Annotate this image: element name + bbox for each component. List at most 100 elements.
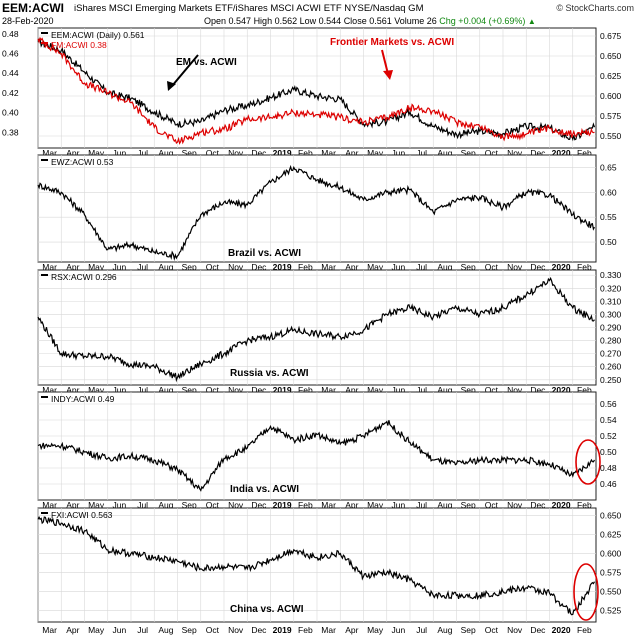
x-tick-label: Oct <box>485 262 499 272</box>
x-tick-label: Feb <box>298 385 313 395</box>
open-value: Open 0.547 <box>204 16 252 26</box>
x-tick-label: Dec <box>530 385 546 395</box>
y-tick-label: 0.575 <box>600 568 622 578</box>
x-tick-label: Aug <box>437 625 452 635</box>
x-tick-label: Jul <box>416 500 427 510</box>
y-tick-label: 0.270 <box>600 349 622 359</box>
x-tick-label: May <box>88 500 105 510</box>
annotation-label: Frontier Markets vs. ACWI <box>330 37 454 48</box>
x-tick-label: May <box>367 385 384 395</box>
x-tick-label: Nov <box>507 500 523 510</box>
x-tick-label: Apr <box>345 385 358 395</box>
x-tick-label: Feb <box>298 500 313 510</box>
x-tick-label: 2020 <box>552 625 571 635</box>
annotation-label: China vs. ACWI <box>230 604 304 615</box>
x-tick-label: Dec <box>530 500 546 510</box>
y-tick-label: 0.575 <box>600 111 622 121</box>
x-tick-label: Apr <box>66 625 79 635</box>
x-tick-label: May <box>367 500 384 510</box>
x-tick-label: Jul <box>416 625 427 635</box>
series-label: FM:ACWI 0.38 <box>51 40 107 50</box>
y-tick-label-left: 0.44 <box>2 68 19 78</box>
y-tick-label: 0.56 <box>600 399 617 409</box>
quote-date: 28-Feb-2020 <box>2 16 54 26</box>
y-tick-label: 0.600 <box>600 549 622 559</box>
x-tick-label: Jun <box>392 500 406 510</box>
x-tick-label: Mar <box>321 625 336 635</box>
chart-panel-0: 0.675 0.650 0.625 0.600 0.575 0.550 0.48 0.46 0.… <box>2 27 622 158</box>
x-tick-label: Mar <box>42 385 57 395</box>
y-tick-label: 0.50 <box>600 447 617 457</box>
chart-header: EEM:ACWI iShares MSCI Emerging Markets E… <box>0 0 640 28</box>
x-tick-label: May <box>367 148 384 158</box>
x-tick-label: Jul <box>416 385 427 395</box>
x-tick-label: 2019 <box>273 262 292 272</box>
x-tick-label: May <box>88 385 105 395</box>
y-tick-label: 0.320 <box>600 283 622 293</box>
x-tick-label: Mar <box>321 262 336 272</box>
x-tick-label: 2020 <box>552 500 571 510</box>
x-tick-label: Nov <box>507 625 523 635</box>
highlight-circle <box>575 439 601 485</box>
x-tick-label: Aug <box>158 500 173 510</box>
x-tick-label: Nov <box>228 148 244 158</box>
x-tick-label: Aug <box>437 500 452 510</box>
x-tick-label: Mar <box>321 500 336 510</box>
low-value: Low 0.544 <box>299 16 342 26</box>
legend-swatch <box>41 512 48 514</box>
x-tick-label: Mar <box>42 262 57 272</box>
y-tick-label-left: 0.42 <box>2 88 19 98</box>
x-tick-label: Jul <box>137 385 148 395</box>
x-tick-label: Jul <box>137 625 148 635</box>
y-tick-label: 0.625 <box>600 71 622 81</box>
x-tick-label: Aug <box>158 148 173 158</box>
legend-swatch <box>41 396 48 398</box>
x-tick-label: Mar <box>42 500 57 510</box>
legend-swatch <box>41 32 48 34</box>
x-tick-label: Dec <box>530 625 546 635</box>
x-tick-label: Jun <box>392 262 406 272</box>
series-line-0 <box>37 420 596 492</box>
x-tick-label: Apr <box>345 148 358 158</box>
x-tick-label: Apr <box>345 625 358 635</box>
x-tick-label: Sep <box>461 625 476 635</box>
x-tick-label: Sep <box>461 385 476 395</box>
annotation-label: India vs. ACWI <box>230 484 299 495</box>
x-tick-label: May <box>88 625 105 635</box>
x-tick-label: Sep <box>461 148 476 158</box>
y-tick-label-left: 0.48 <box>2 29 19 39</box>
x-tick-label: Oct <box>485 385 499 395</box>
x-tick-label: Sep <box>182 148 197 158</box>
annotation-label: Brazil vs. ACWI <box>228 248 301 259</box>
close-value: Close 0.561 <box>343 16 392 26</box>
x-tick-label: Nov <box>507 385 523 395</box>
x-tick-label: May <box>367 262 384 272</box>
x-tick-label: Oct <box>206 625 220 635</box>
y-tick-label: 0.48 <box>600 463 617 473</box>
x-tick-label: Feb <box>298 148 313 158</box>
x-tick-label: 2019 <box>273 148 292 158</box>
change-value: Chg +0.004 (+0.69%) <box>439 16 526 26</box>
x-tick-label: Jul <box>137 148 148 158</box>
ohlc-summary: Open 0.547 High 0.562 Low 0.544 Close 0.… <box>204 16 536 26</box>
series-line-0 <box>37 276 595 383</box>
y-tick-label: 0.52 <box>600 431 617 441</box>
x-tick-label: Jul <box>416 148 427 158</box>
x-tick-label: Oct <box>485 148 499 158</box>
x-tick-label: Oct <box>206 385 220 395</box>
y-tick-label: 0.550 <box>600 131 622 141</box>
up-arrow-icon: ▲ <box>527 17 536 26</box>
source-credit: © StockCharts.com <box>556 3 634 13</box>
y-tick-label: 0.300 <box>600 309 622 319</box>
annotation-label: Russia vs. ACWI <box>230 368 309 379</box>
x-tick-label: Apr <box>66 148 79 158</box>
x-tick-label: May <box>88 262 105 272</box>
x-tick-label: Dec <box>530 148 546 158</box>
x-tick-label: Nov <box>507 148 523 158</box>
y-tick-label-left: 0.38 <box>2 127 19 137</box>
x-tick-label: Dec <box>251 625 267 635</box>
x-tick-label: Aug <box>437 148 452 158</box>
x-tick-label: Oct <box>206 262 220 272</box>
x-tick-label: Mar <box>42 148 57 158</box>
